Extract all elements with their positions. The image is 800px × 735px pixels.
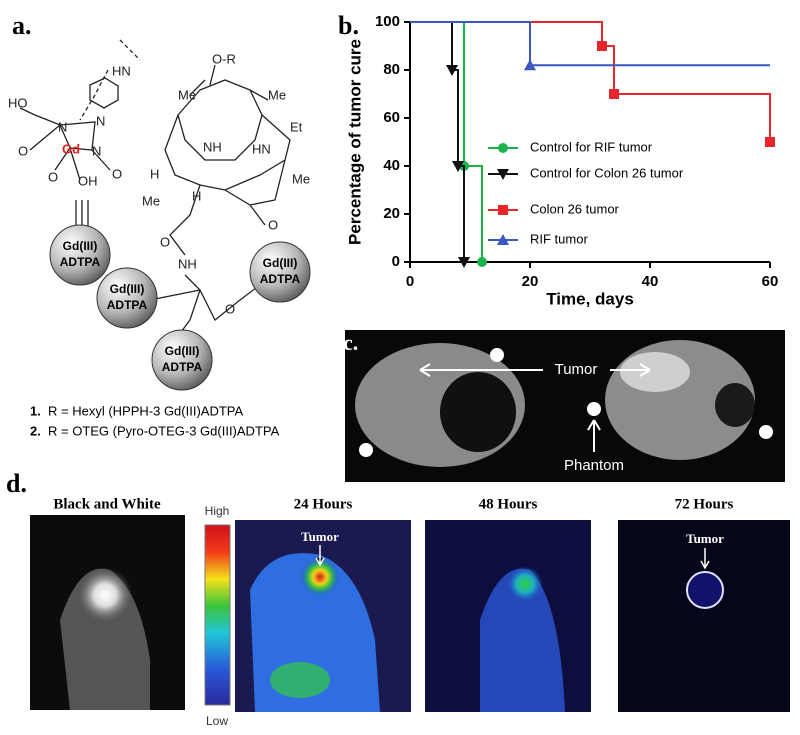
survival-line — [410, 21, 770, 67]
atom-label: HN — [112, 63, 131, 78]
dendrimer-sphere — [151, 329, 213, 391]
y-tick-label: 0 — [392, 253, 400, 270]
x-tick-label: 40 — [642, 273, 659, 290]
panel-label: a. — [12, 11, 32, 40]
atom-label: N — [92, 143, 101, 158]
sphere-label: Gd(III) — [165, 344, 200, 358]
data-point — [765, 137, 775, 147]
sphere-label: Gd(III) — [63, 239, 98, 253]
y-tick-label: 80 — [383, 61, 400, 78]
x-axis-label: Time, days — [546, 289, 634, 308]
sphere-label: Gd(III) — [110, 282, 145, 296]
image-title: 72 Hours — [675, 496, 734, 512]
data-point — [609, 89, 619, 99]
atom-label: N — [58, 119, 67, 134]
atom-label: NH — [178, 256, 197, 271]
survival-line — [410, 21, 465, 262]
scale-label: Low — [206, 714, 228, 728]
atom-label: O — [112, 166, 122, 181]
y-tick-label: 60 — [383, 109, 400, 126]
atom-label: H — [150, 166, 159, 181]
data-point — [477, 257, 487, 267]
panel-label: c. — [343, 330, 358, 355]
dendrimer-sphere — [49, 224, 111, 286]
atom-label: Me — [268, 87, 286, 102]
data-point — [458, 257, 470, 268]
annotation: Tumor — [555, 361, 598, 378]
compound-number: 1. — [30, 403, 41, 418]
data-point — [498, 143, 508, 153]
panel-label: d. — [6, 469, 27, 498]
y-tick-label: 100 — [375, 13, 400, 30]
y-tick-label: 20 — [383, 205, 400, 222]
data-point — [497, 234, 509, 245]
atom-label: Me — [178, 87, 196, 102]
legend-label: RIF tumor — [530, 231, 588, 246]
image-title: Black and White — [53, 496, 161, 512]
data-point — [597, 41, 607, 51]
data-point — [497, 169, 509, 180]
atom-label: Gd — [62, 141, 80, 156]
mri-image — [345, 330, 785, 482]
data-point — [524, 59, 536, 71]
annotation: Tumor — [686, 531, 724, 546]
compound-number: 2. — [30, 423, 41, 438]
x-tick-label: 0 — [406, 273, 414, 290]
x-tick-label: 60 — [762, 273, 779, 290]
atom-label: OH — [78, 173, 98, 188]
y-axis-label: Percentage of tumor cure — [345, 39, 364, 245]
panel-label: b. — [338, 11, 359, 40]
atom-label: O — [268, 217, 278, 232]
atom-label: Et — [290, 119, 303, 134]
compound-caption: R = OTEG (Pyro-OTEG-3 Gd(III)ADTPA — [48, 423, 280, 438]
legend-label: Control for Colon 26 tumor — [530, 165, 684, 180]
annotation: Tumor — [301, 529, 339, 544]
sphere-label: ADTPA — [60, 255, 101, 269]
scale-label: High — [205, 504, 230, 518]
y-tick-label: 40 — [383, 157, 400, 174]
data-point — [452, 161, 464, 172]
atom-label: Me — [292, 171, 310, 186]
data-point — [498, 205, 508, 215]
atom-label: O — [48, 169, 58, 184]
survival-line — [410, 21, 483, 262]
annotation: Phantom — [564, 457, 624, 474]
data-point — [446, 65, 458, 76]
sphere-label: ADTPA — [107, 298, 148, 312]
legend-label: Colon 26 tumor — [530, 201, 620, 216]
atom-label: N — [96, 113, 105, 128]
dendrimer-sphere — [96, 267, 158, 329]
compound-caption: R = Hexyl (HPPH-3 Gd(III)ADTPA — [48, 403, 243, 418]
atom-label: O — [225, 301, 235, 316]
sphere-label: ADTPA — [162, 360, 203, 374]
image-title: 48 Hours — [479, 496, 538, 512]
dendrimer-sphere — [249, 241, 311, 303]
atom-label: Me — [142, 193, 160, 208]
atom-label: HN — [252, 141, 271, 156]
fluorescence-images — [30, 515, 790, 712]
atom-label: O — [160, 234, 170, 249]
atom-label: O-R — [212, 51, 236, 66]
plot-axes — [409, 22, 770, 263]
atom-label: NH — [203, 139, 222, 154]
atom-label: HO — [8, 95, 28, 110]
legend-label: Control for RIF tumor — [530, 139, 653, 154]
sphere-label: ADTPA — [260, 272, 301, 286]
image-title: 24 Hours — [294, 496, 353, 512]
structure-lines — [19, 39, 291, 341]
atom-label: O — [18, 143, 28, 158]
survival-line — [410, 21, 771, 142]
sphere-label: Gd(III) — [263, 256, 298, 270]
x-tick-label: 20 — [522, 273, 539, 290]
atom-label: H — [192, 188, 201, 203]
